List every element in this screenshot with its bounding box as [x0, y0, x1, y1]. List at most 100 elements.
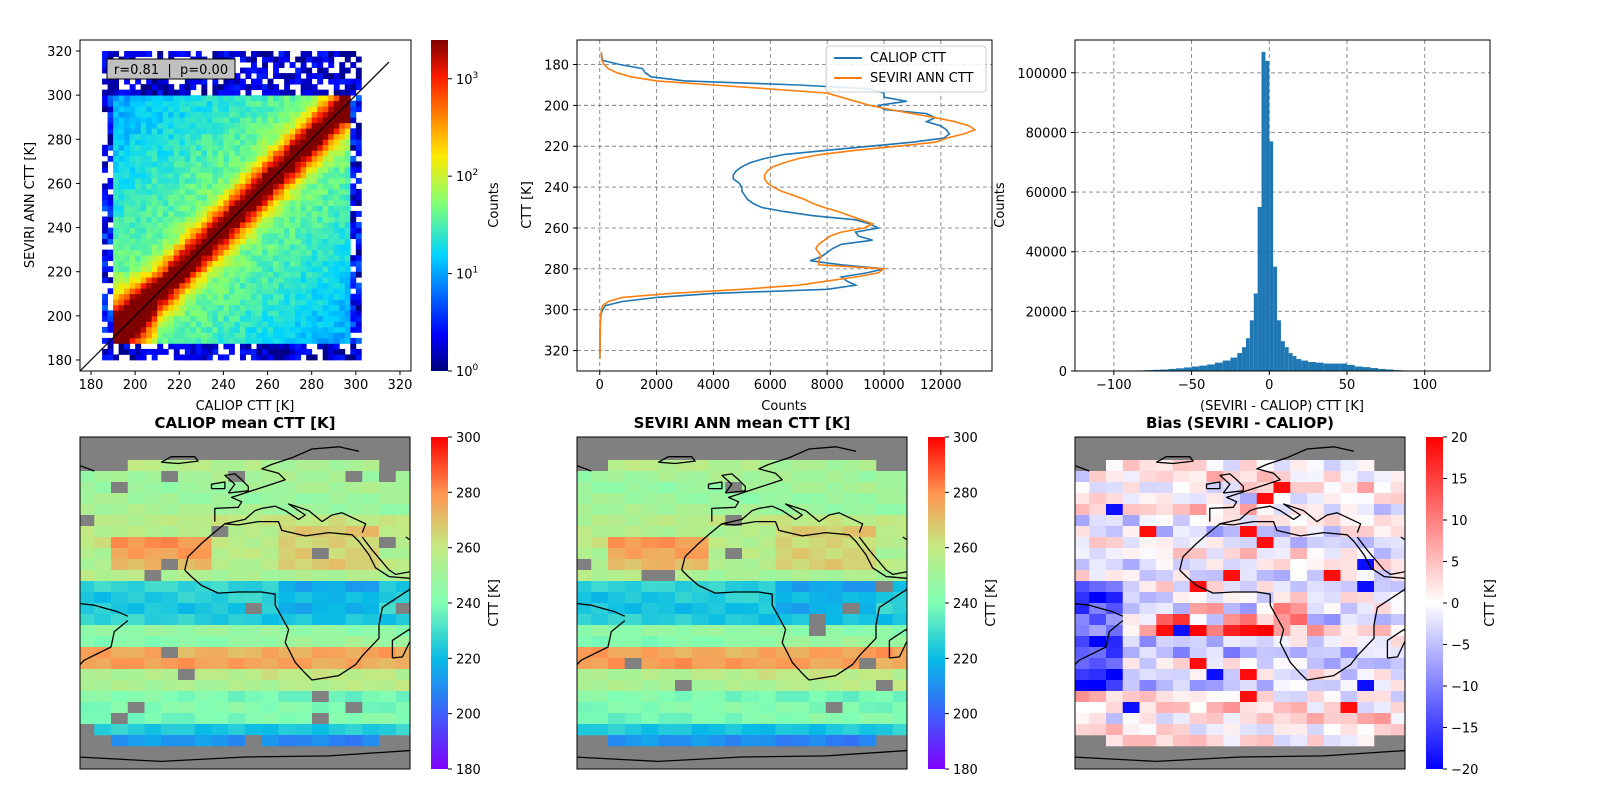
map-cell: [228, 702, 246, 714]
map-cell: [228, 713, 246, 725]
density-cell: [350, 106, 357, 113]
density-cell: [251, 233, 257, 239]
density-cell: [168, 271, 175, 278]
density-cell: [322, 205, 329, 212]
map-cell: [161, 581, 179, 593]
map-cell: [245, 482, 263, 494]
density-cell: [300, 199, 307, 206]
map-cell: [1056, 669, 1073, 680]
map-cell: [691, 625, 709, 637]
density-cell: [344, 304, 351, 311]
colorbar-tick-label: 20: [1451, 431, 1468, 446]
density-cell: [317, 199, 324, 206]
map-cell: [825, 647, 843, 659]
map-cell: [691, 735, 709, 747]
density-cell: [179, 321, 186, 328]
map-cell: [691, 724, 709, 736]
density-cell: [157, 139, 164, 146]
density-cell: [113, 227, 120, 234]
density-cell: [267, 111, 274, 118]
density-cell: [129, 117, 136, 124]
density-cell: [118, 150, 125, 157]
density-cell: [284, 51, 291, 57]
map-cell: [624, 592, 642, 604]
y-tick-label: 320: [47, 45, 72, 60]
density-cell: [284, 89, 291, 96]
density-cell: [256, 337, 263, 344]
map-cell: [395, 482, 410, 494]
colorbar-tick-label: 200: [456, 708, 481, 723]
density-cell: [273, 84, 279, 91]
density-cell: [300, 288, 307, 295]
colorbar-tick-label: 103: [456, 71, 478, 88]
density-cell: [278, 299, 285, 306]
density-cell: [140, 271, 147, 278]
density-cell: [251, 95, 257, 102]
density-cell: [157, 95, 164, 102]
density-cell: [124, 282, 131, 289]
map-cell: [859, 625, 877, 637]
map-cell-missing: [80, 724, 95, 736]
map-cell: [211, 713, 229, 725]
density-cell: [317, 106, 324, 113]
density-cell: [201, 293, 208, 300]
density-cell: [262, 56, 268, 63]
map-cell: [44, 713, 61, 724]
map-cell: [892, 669, 907, 681]
coastline: [577, 602, 626, 617]
map-cell: [463, 570, 480, 581]
density-cell: [251, 150, 257, 157]
density-cell: [168, 139, 175, 146]
density-cell: [256, 128, 263, 135]
density-cell: [317, 67, 324, 74]
density-cell: [179, 188, 186, 195]
density-cell: [146, 133, 153, 140]
density-cell: [162, 348, 169, 355]
map-cell: [1390, 570, 1405, 582]
map-cell: [27, 504, 44, 515]
map-cell: [1390, 625, 1405, 637]
density-cell: [333, 122, 340, 129]
histogram-bar: [1370, 368, 1379, 371]
density-cell: [157, 304, 164, 311]
map-cell: [541, 603, 558, 614]
map-cell: [1022, 581, 1039, 592]
map-cell: [1390, 515, 1405, 527]
density-cell: [267, 150, 274, 157]
density-cell: [256, 238, 263, 245]
map-cell: [345, 603, 363, 615]
map-cell: [558, 702, 575, 713]
x-axis-label: (SEVIRI - CALIOP) CTT [K]: [1200, 399, 1364, 414]
density-cell: [118, 348, 125, 355]
density-cell: [102, 266, 108, 273]
colorbar-tick-label: 220: [456, 652, 481, 667]
map-cell-missing: [876, 680, 894, 692]
map-cell: [641, 625, 659, 637]
map-cell: [691, 493, 709, 505]
density-cell: [140, 205, 147, 212]
density-cell: [295, 293, 302, 300]
map-cell: [876, 691, 894, 703]
map-cell: [608, 647, 626, 659]
density-cell: [251, 67, 257, 74]
map-cell: [1323, 724, 1341, 736]
density-cell: [284, 249, 291, 256]
map-cell: [1106, 537, 1124, 549]
density-cell: [146, 266, 153, 273]
map-cell: [278, 724, 296, 736]
map-cell: [809, 713, 827, 725]
map-cell: [328, 614, 346, 626]
map-cell: [775, 570, 793, 582]
density-cell: [328, 326, 335, 333]
density-cell: [267, 310, 274, 317]
density-cell: [173, 144, 180, 151]
density-cell: [239, 144, 246, 151]
density-cell: [350, 183, 357, 190]
density-cell: [339, 161, 346, 168]
density-cell: [162, 227, 169, 234]
y-tick-label: 100000: [1017, 67, 1067, 82]
density-cell: [256, 166, 263, 173]
map-cell: [1340, 713, 1358, 725]
density-cell: [190, 211, 197, 217]
density-cell: [251, 56, 257, 63]
